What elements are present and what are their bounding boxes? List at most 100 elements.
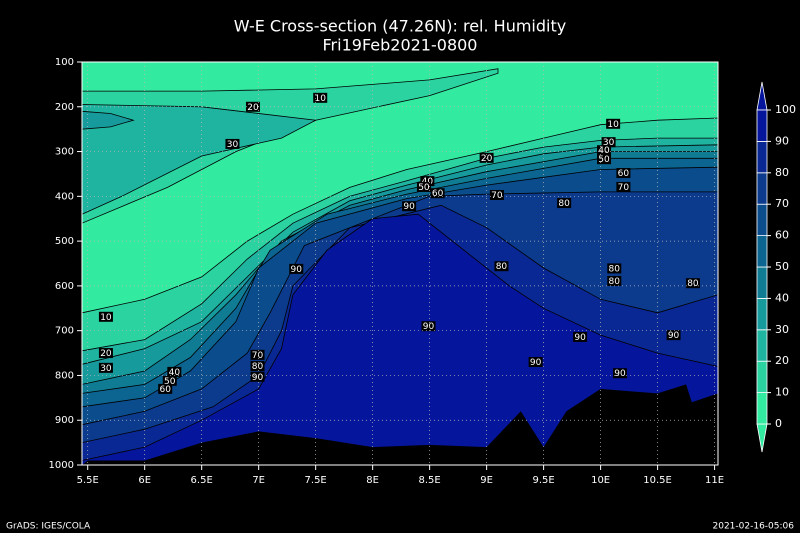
- x-tick-label: 5.5E: [77, 475, 99, 486]
- chart-subtitle: Fri19Feb2021-0800: [323, 36, 478, 55]
- x-tick-label: 6.5E: [191, 475, 213, 486]
- colorbar-label: 80: [775, 166, 789, 179]
- contour-label: 60: [618, 169, 630, 179]
- y-tick-label: 700: [55, 326, 74, 337]
- contour-label-bg: [601, 137, 616, 148]
- y-tick-label: 900: [55, 415, 74, 426]
- y-tick-label: 400: [55, 191, 74, 202]
- contour-region: [81, 104, 318, 215]
- contour-label: 30: [227, 140, 239, 150]
- colorbar-label: 20: [775, 354, 789, 367]
- x-tick-label: 6E: [138, 475, 151, 486]
- contour-label-bg: [528, 357, 543, 368]
- colorbar-swatch: [756, 360, 768, 394]
- contour-label-bg: [606, 118, 621, 129]
- contour-label-bg: [250, 361, 265, 372]
- contour-label: 40: [169, 368, 181, 378]
- contour-label: 70: [618, 183, 630, 193]
- contour-label-bg: [557, 198, 572, 209]
- x-tick-label: 9E: [480, 475, 493, 486]
- contour-label: 90: [614, 369, 626, 379]
- x-tick-label: 10.5E: [643, 475, 672, 486]
- contour-label-bg: [666, 330, 681, 341]
- contour-label: 90: [530, 358, 542, 368]
- contour-label: 70: [252, 351, 264, 361]
- x-tick-label: 7.5E: [305, 475, 327, 486]
- colorbar-label: 100: [775, 103, 796, 116]
- contour-label: 20: [247, 103, 259, 113]
- colorbar-swatch: [756, 172, 768, 205]
- contour-label: 60: [159, 385, 171, 395]
- colorbar-swatch: [756, 235, 768, 268]
- colorbar-swatch: [756, 266, 768, 299]
- contour-label-bg: [607, 275, 622, 286]
- colorbar-label: 90: [775, 134, 789, 147]
- contour-label-bg: [616, 181, 631, 192]
- contour-label: 50: [418, 183, 430, 193]
- contour-label: 10: [607, 120, 619, 130]
- contour-label: 30: [603, 138, 615, 148]
- contour-label: 90: [291, 265, 303, 275]
- contour-label-bg: [167, 366, 182, 377]
- contour-label-bg: [158, 383, 173, 394]
- contour-label: 10: [314, 94, 326, 104]
- contour-label: 90: [574, 333, 586, 343]
- colorbar-label: 70: [775, 197, 789, 210]
- contour-label-bg: [416, 181, 431, 192]
- contour-label: 80: [609, 264, 621, 274]
- contour-label-bg: [612, 368, 627, 379]
- contour-label-bg: [430, 188, 445, 199]
- contour-label-bg: [607, 263, 622, 274]
- contour-label-bg: [245, 101, 260, 112]
- contour-label: 60: [432, 189, 444, 199]
- contour-label-bg: [597, 145, 612, 156]
- contour-label: 30: [100, 364, 112, 374]
- colorbar-swatch: [756, 140, 768, 174]
- x-tick-label: 11E: [705, 475, 724, 486]
- contour-label-bg: [489, 189, 504, 200]
- colorbar-swatch: [756, 297, 768, 331]
- contour-label: 90: [403, 202, 415, 212]
- y-tick-label: 200: [55, 102, 74, 113]
- contour-label-bg: [313, 92, 328, 103]
- contour-label-bg: [616, 168, 631, 179]
- contour-label-bg: [225, 138, 240, 149]
- contour-label-bg: [494, 261, 509, 272]
- contour-label-bg: [98, 362, 113, 373]
- contour-label: 20: [100, 349, 112, 359]
- colorbar-label: 60: [775, 229, 789, 242]
- y-tick-label: 1000: [49, 460, 74, 471]
- colorbar-label: 0: [775, 417, 782, 430]
- contour-label: 90: [252, 373, 264, 383]
- contour-label: 50: [598, 155, 610, 165]
- contour-label: 80: [609, 277, 621, 287]
- contour-label: 80: [252, 362, 264, 372]
- y-tick-label: 600: [55, 281, 74, 292]
- colorbar-swatch: [756, 392, 768, 425]
- y-tick-label: 500: [55, 236, 74, 247]
- contour-label-bg: [98, 311, 113, 322]
- x-tick-label: 10E: [591, 475, 610, 486]
- x-tick-label: 8.5E: [419, 475, 441, 486]
- contour-label-bg: [573, 331, 588, 342]
- contour-label: 90: [423, 322, 435, 332]
- x-tick-label: 8E: [366, 475, 379, 486]
- x-tick-label: 9.5E: [532, 475, 554, 486]
- y-tick-label: 100: [55, 57, 74, 68]
- y-tick-label: 300: [55, 147, 74, 158]
- contour-label-bg: [685, 278, 700, 289]
- contour-label-bg: [250, 371, 265, 382]
- contour-label: 80: [496, 262, 508, 272]
- contour-label-bg: [402, 201, 417, 212]
- contour-label: 80: [687, 279, 699, 289]
- footer-right: 2021-02-16-05:06: [713, 522, 795, 532]
- colorbar-swatch: [756, 203, 768, 236]
- colorbar-swatch: [756, 329, 768, 362]
- contour-label-bg: [479, 152, 494, 163]
- contour-label-bg: [250, 349, 265, 360]
- colorbar-swatch: [756, 109, 768, 142]
- y-tick-label: 800: [55, 370, 74, 381]
- colorbar-label: 10: [775, 386, 789, 399]
- contour-label-bg: [421, 321, 436, 332]
